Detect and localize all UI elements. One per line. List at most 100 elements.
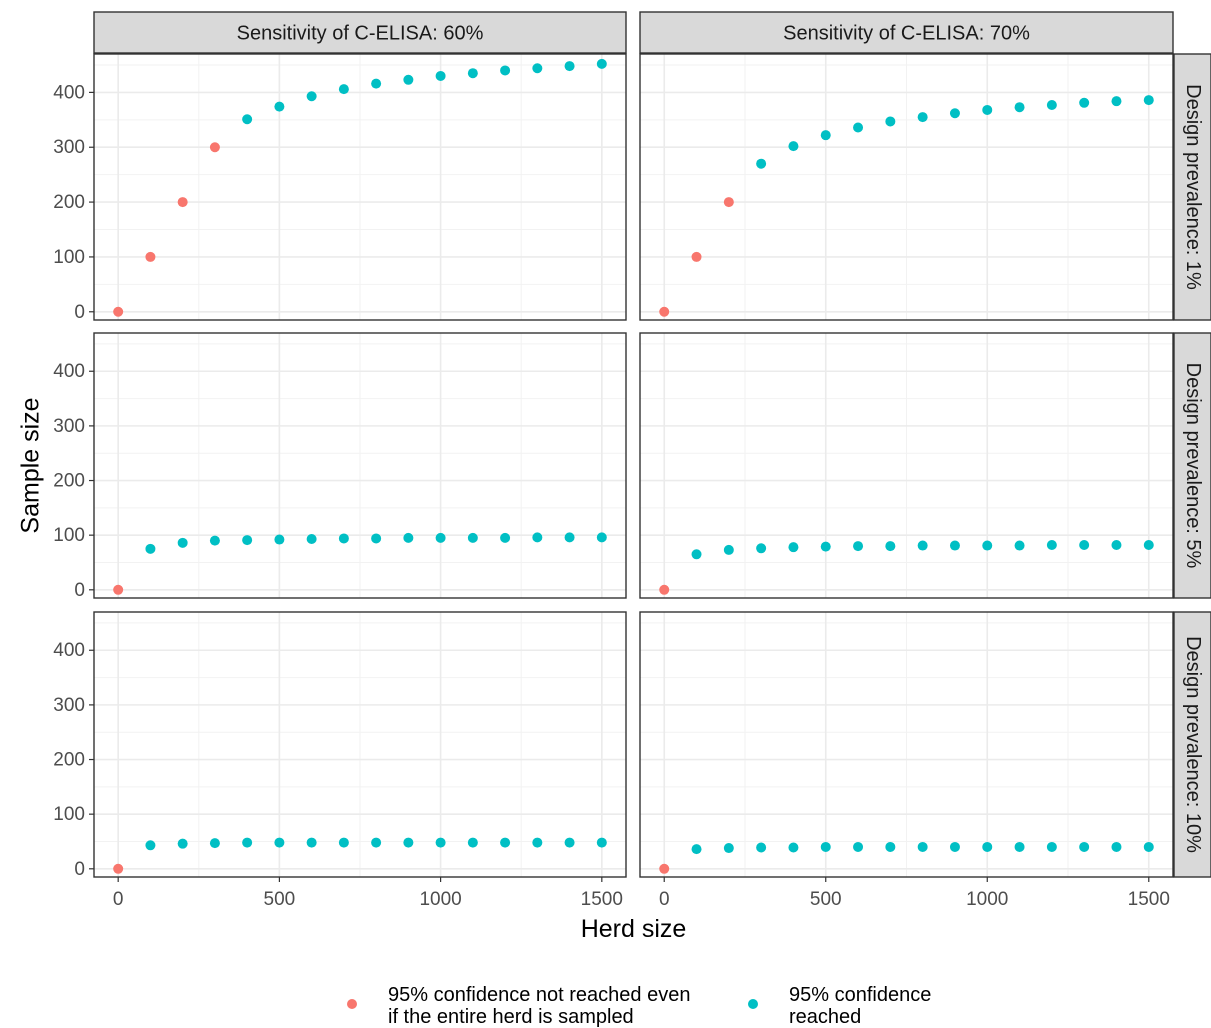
point-reached [596, 837, 607, 848]
facet-panel-r1-c1: 0 100 200 300 400 [53, 53, 627, 323]
facet-strip-row-label: Design prevalence: 10% [1182, 636, 1204, 853]
x-tick-label: 0 [659, 889, 670, 910]
point-reached [371, 837, 382, 848]
point-reached [1014, 841, 1025, 852]
point-reached [371, 533, 382, 544]
y-tick-label: 300 [53, 137, 85, 158]
y-tick-label: 0 [74, 580, 85, 601]
legend: 95% confidence not reached even if the en… [347, 984, 931, 1028]
point-not-reached [113, 306, 124, 317]
point-not-reached [659, 584, 670, 595]
panel-border [93, 611, 627, 878]
point-reached [788, 842, 799, 853]
point-reached [306, 533, 317, 544]
point-reached [145, 840, 156, 851]
point-reached [274, 101, 285, 112]
point-reached [1014, 540, 1025, 551]
point-reached [820, 841, 831, 852]
point-not-reached [113, 584, 124, 595]
panel-border [639, 53, 1174, 321]
panel-border [93, 332, 627, 599]
point-reached [691, 844, 702, 855]
point-reached [596, 58, 607, 69]
point-reached [242, 114, 253, 125]
point-reached [435, 70, 446, 81]
point-reached [1111, 96, 1122, 107]
legend-label-line: if the entire herd is sampled [388, 1006, 634, 1028]
point-reached [723, 843, 734, 854]
facet-strip-col-1 [93, 11, 627, 54]
x-tick-label: 1000 [966, 889, 1008, 910]
point-reached [564, 532, 575, 543]
point-reached [435, 837, 446, 848]
facet-strip-row-2 [1173, 332, 1211, 599]
y-tick-label: 300 [53, 695, 85, 716]
point-reached [564, 837, 575, 848]
legend-key-2 [748, 999, 758, 1009]
point-not-reached [691, 251, 702, 262]
point-not-reached [659, 863, 670, 874]
point-reached [338, 837, 349, 848]
y-tick-label: 400 [53, 82, 85, 103]
x-axis-title: Herd size [581, 915, 687, 943]
point-reached [242, 837, 253, 848]
point-reached [532, 532, 543, 543]
point-reached [209, 838, 220, 849]
point-reached [982, 841, 993, 852]
point-reached [820, 541, 831, 552]
point-reached [982, 540, 993, 551]
point-reached [306, 91, 317, 102]
point-reached [853, 122, 864, 133]
point-reached [853, 541, 864, 552]
point-reached [532, 837, 543, 848]
point-reached [820, 130, 831, 141]
facet-panel-r1-c2 [639, 53, 1174, 321]
y-tick-label: 100 [53, 804, 85, 825]
x-tick-label: 500 [264, 889, 296, 910]
x-tick-label: 500 [810, 889, 842, 910]
point-reached [500, 532, 511, 543]
point-not-reached [659, 306, 670, 317]
point-reached [1079, 540, 1090, 550]
y-tick-label: 0 [74, 302, 85, 323]
point-reached [435, 532, 446, 543]
x-tick-label: 0 [113, 889, 124, 910]
point-reached [788, 141, 799, 152]
facet-strip-row-1 [1173, 53, 1211, 321]
point-reached [1079, 97, 1090, 108]
facet-panel-r2-c2 [639, 332, 1174, 599]
point-reached [467, 68, 478, 79]
y-tick-label: 0 [74, 859, 85, 880]
point-reached [177, 838, 188, 849]
point-reached [1143, 95, 1154, 106]
point-reached [532, 63, 543, 74]
panel-border [93, 53, 627, 321]
point-reached [467, 532, 478, 543]
facet-panel-r3-c1: 0 100 200 300 400 0 500 1000 1500 [53, 611, 627, 910]
point-reached [274, 837, 285, 848]
point-reached [338, 533, 349, 544]
legend-label-line: reached [789, 1006, 861, 1028]
point-not-reached [145, 251, 156, 262]
point-reached [274, 534, 285, 545]
point-reached [917, 112, 928, 123]
point-reached [885, 116, 896, 127]
point-reached [242, 535, 253, 546]
x-tick-label: 1500 [1128, 889, 1170, 910]
point-reached [1014, 102, 1025, 113]
x-tick-label: 1000 [419, 889, 461, 910]
point-reached [1143, 540, 1154, 550]
facet-strip-row-label: Design prevalence: 5% [1182, 363, 1204, 569]
point-reached [209, 535, 220, 546]
point-reached [691, 549, 702, 560]
point-reached [145, 543, 156, 554]
y-tick-label: 200 [53, 192, 85, 213]
point-reached [338, 84, 349, 95]
point-not-reached [113, 863, 124, 874]
facet-panel-r3-c2: 0 500 1000 1500 [639, 611, 1174, 910]
point-reached [403, 837, 414, 848]
point-reached [949, 108, 960, 119]
point-reached [564, 61, 575, 72]
point-reached [1143, 841, 1154, 852]
